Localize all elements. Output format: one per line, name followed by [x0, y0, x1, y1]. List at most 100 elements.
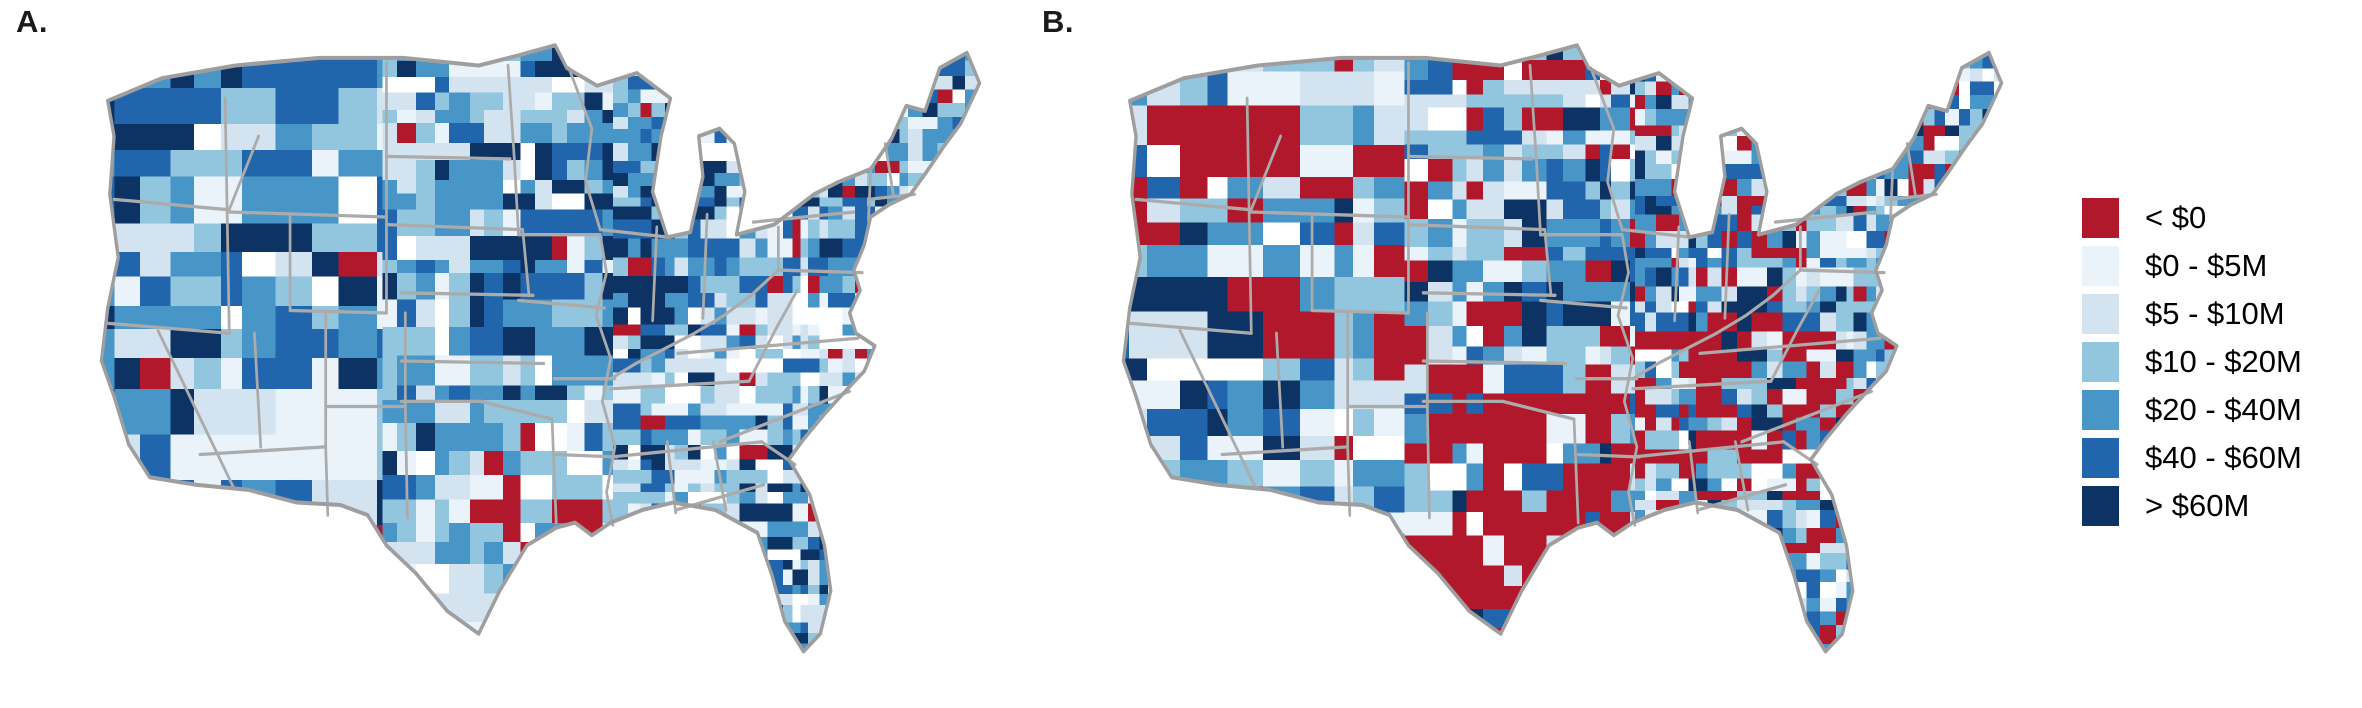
county-cell — [1263, 576, 1301, 612]
county-cell — [665, 45, 676, 51]
county-cell — [952, 483, 966, 493]
county-cell — [1263, 176, 1301, 200]
county-cell — [1404, 130, 1429, 146]
county-cell — [1766, 349, 1784, 363]
county-cell — [1876, 68, 1886, 83]
county-cell — [755, 470, 769, 485]
county-cell — [1766, 499, 1784, 511]
county-cell — [2017, 68, 2026, 82]
county-cell — [503, 451, 522, 477]
county-cell — [1908, 528, 1925, 544]
county-cell — [726, 372, 741, 387]
county-cell — [875, 569, 888, 587]
county-cell — [1452, 413, 1468, 445]
county-cell — [448, 236, 471, 262]
county-cell — [1959, 499, 1971, 511]
county-cell — [2010, 136, 2018, 151]
county-cell — [1796, 164, 1808, 180]
county-cell — [993, 276, 1007, 294]
county-cell — [651, 358, 667, 374]
county-cell — [855, 89, 868, 105]
county-cell — [1782, 247, 1797, 260]
county-cell — [993, 335, 1007, 350]
county-cell — [800, 503, 809, 523]
county-cell — [651, 45, 667, 51]
state-border — [1740, 389, 1873, 444]
county-cell — [1147, 245, 1181, 279]
county-cell — [1866, 528, 1877, 544]
county-cell — [1846, 247, 1855, 260]
county-cell — [1766, 178, 1784, 197]
county-cell — [612, 292, 629, 309]
county-cell — [1970, 109, 1984, 127]
county-cell — [1820, 581, 1837, 599]
county-cell — [566, 109, 586, 125]
county-cell — [101, 252, 116, 278]
county-cell — [1721, 597, 1738, 613]
county-cell — [1853, 286, 1868, 303]
county-cell — [1129, 644, 1148, 652]
county-cell — [807, 358, 821, 374]
county-cell — [714, 632, 728, 645]
county-cell — [755, 142, 769, 163]
county-cell — [435, 180, 450, 195]
county-cell — [640, 594, 653, 606]
county-cell — [1853, 597, 1868, 613]
county-cell — [1263, 644, 1301, 652]
county-cell — [415, 399, 437, 424]
county-cell — [1866, 349, 1877, 363]
county-cell — [311, 571, 340, 602]
county-cell — [819, 142, 829, 163]
county-cell — [792, 206, 802, 221]
county-cell — [448, 123, 471, 144]
county-cell — [503, 355, 522, 387]
county-cell — [867, 206, 876, 221]
county-cell — [1688, 258, 1697, 269]
county-cell — [714, 643, 728, 652]
county-cell — [875, 238, 888, 259]
county-cell — [1884, 95, 1899, 111]
county-cell — [242, 176, 277, 225]
county-cell — [1707, 258, 1723, 269]
county-cell — [993, 373, 1007, 387]
county-cell — [1679, 54, 1690, 70]
county-cell — [1923, 135, 1936, 152]
county-cell — [964, 197, 979, 208]
county-cell — [1644, 611, 1657, 627]
county-cell — [1373, 277, 1406, 313]
county-cell — [602, 422, 614, 453]
county-cell — [415, 422, 437, 453]
county-cell — [1908, 611, 1925, 627]
county-cell — [977, 257, 980, 277]
county-cell — [1466, 511, 1484, 537]
county-cell — [755, 569, 769, 587]
county-cell — [977, 89, 980, 105]
county-cell — [886, 549, 901, 561]
county-cell — [1546, 144, 1564, 161]
county-cell — [1934, 247, 1946, 260]
county-cell — [1688, 569, 1697, 583]
county-cell — [907, 76, 924, 91]
county-cell — [1656, 657, 1673, 671]
county-cell — [1503, 413, 1523, 445]
county-cell — [1655, 81, 1673, 97]
county-cell — [726, 604, 741, 624]
county-cell — [1688, 490, 1697, 501]
county-cell — [1207, 71, 1229, 107]
county-cell — [1671, 205, 1680, 216]
county-cell — [1503, 94, 1523, 109]
county-cell — [1522, 346, 1548, 366]
county-cell — [952, 503, 966, 523]
county-cell — [2025, 389, 2029, 406]
county-cell — [1721, 404, 1738, 419]
county-cell — [1695, 404, 1709, 419]
county-cell — [520, 193, 537, 211]
county-cell — [819, 128, 829, 144]
county-cell — [674, 569, 689, 587]
county-cell — [628, 307, 642, 326]
county-cell — [1846, 267, 1855, 288]
county-cell — [1866, 214, 1877, 232]
county-cell — [1866, 449, 1877, 465]
county-cell — [1982, 499, 1995, 511]
county-cell — [1546, 130, 1564, 146]
